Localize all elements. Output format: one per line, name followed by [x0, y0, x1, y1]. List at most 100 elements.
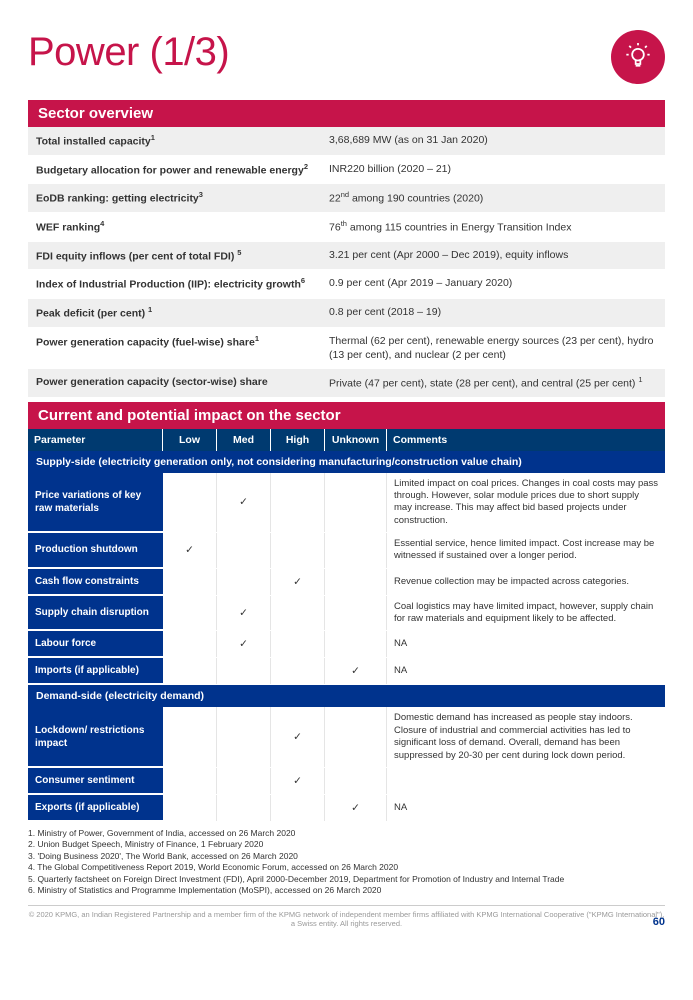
- impact-row: Consumer sentiment ✓: [28, 768, 665, 795]
- high-cell: [271, 658, 325, 684]
- unknown-cell: ✓: [325, 795, 387, 821]
- high-cell: [271, 795, 325, 821]
- impact-row: Imports (if applicable) ✓NA: [28, 658, 665, 685]
- param-cell: Supply chain disruption: [28, 596, 163, 631]
- low-cell: [163, 795, 217, 821]
- page-number: 60: [653, 915, 665, 929]
- overview-value: 0.9 per cent (Apr 2019 – January 2020): [321, 270, 665, 299]
- comment-cell: NA: [387, 658, 665, 684]
- high-cell: [271, 533, 325, 568]
- overview-value: Thermal (62 per cent), renewable energy …: [321, 327, 665, 368]
- unknown-cell: [325, 569, 387, 595]
- unknown-cell: [325, 707, 387, 766]
- comment-cell: Coal logistics may have limited impact, …: [387, 596, 665, 631]
- col-unknown: Unknown: [325, 429, 387, 451]
- med-cell: ✓: [217, 631, 271, 657]
- med-cell: [217, 707, 271, 766]
- med-cell: [217, 768, 271, 794]
- col-parameter: Parameter: [28, 429, 163, 451]
- low-cell: [163, 631, 217, 657]
- impact-row: Cash flow constraints✓Revenue collection…: [28, 569, 665, 596]
- overview-value: 3,68,689 MW (as on 31 Jan 2020): [321, 127, 665, 155]
- impact-row: Supply chain disruption ✓ Coal logistics m…: [28, 596, 665, 632]
- footnote-line: 3. 'Doing Business 2020', The World Bank…: [28, 851, 665, 862]
- low-cell: [163, 707, 217, 766]
- comment-cell: Limited impact on coal prices. Changes i…: [387, 473, 665, 532]
- sector-icon: [611, 30, 665, 84]
- low-cell: ✓: [163, 533, 217, 568]
- comment-cell: NA: [387, 795, 665, 821]
- med-cell: [217, 533, 271, 568]
- high-cell: [271, 596, 325, 631]
- lightbulb-icon: [624, 43, 652, 71]
- unknown-cell: [325, 533, 387, 568]
- comment-cell: Essential service, hence limited impact.…: [387, 533, 665, 568]
- page-footer: © 2020 KPMG, an Indian Registered Partne…: [28, 905, 665, 930]
- param-cell: Lockdown/ restrictions impact: [28, 707, 163, 766]
- col-high: High: [271, 429, 325, 451]
- overview-label: WEF ranking4: [28, 213, 321, 242]
- overview-table: Total installed capacity13,68,689 MW (as…: [28, 127, 665, 398]
- footer-text: © 2020 KPMG, an Indian Registered Partne…: [29, 910, 665, 929]
- col-low: Low: [163, 429, 217, 451]
- param-cell: Production shutdown: [28, 533, 163, 568]
- impact-row: Lockdown/ restrictions impact ✓ Domestic d…: [28, 707, 665, 767]
- overview-label: Budgetary allocation for power and renew…: [28, 155, 321, 184]
- footnotes: 1. Ministry of Power, Government of Indi…: [28, 828, 665, 897]
- comment-cell: [387, 768, 665, 794]
- med-cell: ✓: [217, 596, 271, 631]
- impact-row: Production shutdown✓ Essential service, h…: [28, 533, 665, 569]
- overview-label: EoDB ranking: getting electricity3: [28, 184, 321, 213]
- section-impact-title: Current and potential impact on the sect…: [28, 402, 665, 429]
- overview-label: Power generation capacity (sector-wise) …: [28, 369, 321, 398]
- overview-label: Peak deficit (per cent) 1: [28, 299, 321, 328]
- page-header: Power (1/3): [28, 30, 665, 84]
- high-cell: [271, 631, 325, 657]
- param-cell: Price variations of key raw materials: [28, 473, 163, 532]
- col-med: Med: [217, 429, 271, 451]
- page-title: Power (1/3): [28, 30, 229, 75]
- footnote-line: 6. Ministry of Statistics and Programme …: [28, 885, 665, 896]
- overview-label: Total installed capacity1: [28, 127, 321, 155]
- param-cell: Labour force: [28, 631, 163, 657]
- overview-value: Private (47 per cent), state (28 per cen…: [321, 369, 665, 398]
- unknown-cell: ✓: [325, 658, 387, 684]
- overview-value: INR220 billion (2020 – 21): [321, 155, 665, 184]
- demand-subsection-title: Demand-side (electricity demand): [28, 685, 665, 707]
- overview-value: 3.21 per cent (Apr 2000 – Dec 2019), equ…: [321, 241, 665, 270]
- overview-value: 0.8 per cent (2018 – 19): [321, 299, 665, 328]
- med-cell: [217, 569, 271, 595]
- footnote-line: 2. Union Budget Speech, Ministry of Fina…: [28, 839, 665, 850]
- demand-rows: Lockdown/ restrictions impact ✓ Domestic d…: [28, 707, 665, 821]
- overview-value: 76th among 115 countries in Energy Trans…: [321, 213, 665, 242]
- param-cell: Consumer sentiment: [28, 768, 163, 794]
- comment-cell: Revenue collection may be impacted acros…: [387, 569, 665, 595]
- unknown-cell: [325, 596, 387, 631]
- overview-label: Index of Industrial Production (IIP): el…: [28, 270, 321, 299]
- impact-header-row: Parameter Low Med High Unknown Comments: [28, 429, 665, 451]
- impact-row: Price variations of key raw materials ✓ Li…: [28, 473, 665, 533]
- overview-value: 22nd among 190 countries (2020): [321, 184, 665, 213]
- col-comments: Comments: [387, 429, 665, 451]
- param-cell: Imports (if applicable): [28, 658, 163, 684]
- high-cell: ✓: [271, 707, 325, 766]
- unknown-cell: [325, 473, 387, 532]
- low-cell: [163, 658, 217, 684]
- low-cell: [163, 768, 217, 794]
- comment-cell: Domestic demand has increased as people …: [387, 707, 665, 766]
- footnote-line: 4. The Global Competitiveness Report 201…: [28, 862, 665, 873]
- high-cell: [271, 473, 325, 532]
- med-cell: [217, 658, 271, 684]
- low-cell: [163, 596, 217, 631]
- overview-label: FDI equity inflows (per cent of total FD…: [28, 241, 321, 270]
- supply-subsection-title: Supply-side (electricity generation only…: [28, 451, 665, 473]
- med-cell: [217, 795, 271, 821]
- footnote-line: 5. Quarterly factsheet on Foreign Direct…: [28, 874, 665, 885]
- med-cell: ✓: [217, 473, 271, 532]
- high-cell: ✓: [271, 569, 325, 595]
- high-cell: ✓: [271, 768, 325, 794]
- low-cell: [163, 569, 217, 595]
- supply-rows: Price variations of key raw materials✓Li…: [28, 473, 665, 686]
- unknown-cell: [325, 768, 387, 794]
- impact-row: Labour force✓NA: [28, 631, 665, 658]
